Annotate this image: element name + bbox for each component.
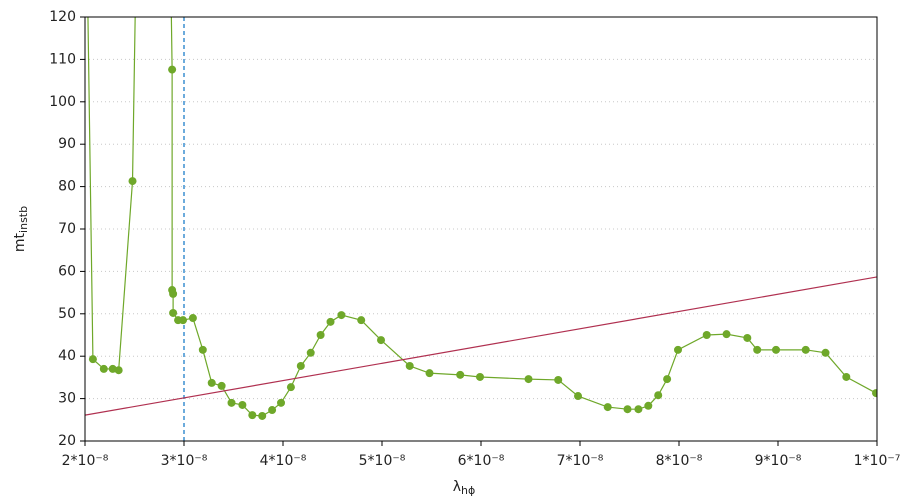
data-point: [238, 400, 247, 409]
data-point: [114, 366, 123, 375]
data-point: [168, 65, 177, 74]
data-point: [663, 375, 672, 384]
data-point: [296, 361, 305, 370]
x-tick-label: 4*10⁻⁸: [260, 453, 307, 469]
x-label-main: λ: [453, 479, 461, 495]
data-point: [743, 333, 752, 342]
data-point: [128, 177, 137, 186]
x-tick-label: 2*10⁻⁸: [62, 453, 109, 469]
y-label-sub: instb: [17, 206, 30, 233]
data-point: [108, 364, 117, 373]
x-axis-label: λhϕ: [453, 479, 476, 497]
data-point: [258, 411, 267, 420]
y-tick-label: 90: [58, 136, 76, 152]
data-point: [821, 348, 830, 357]
x-tick-label: 7*10⁻⁸: [557, 453, 604, 469]
plot-area: [85, 17, 877, 441]
data-point: [623, 405, 632, 414]
data-point: [286, 383, 295, 392]
x-tick-label: 3*10⁻⁸: [161, 453, 208, 469]
data-point: [198, 345, 207, 354]
data-point: [425, 369, 434, 378]
y-tick-label: 20: [58, 433, 76, 449]
series-line: [85, 276, 877, 416]
x-label-sub: hϕ: [461, 484, 475, 497]
data-point: [277, 398, 286, 407]
data-point: [99, 364, 108, 373]
x-tick-label: 5*10⁻⁸: [359, 453, 406, 469]
data-point: [674, 345, 683, 354]
data-point: [634, 405, 643, 414]
data-point: [872, 389, 877, 398]
data-point: [772, 345, 781, 354]
y-label-main: mt: [12, 232, 28, 252]
y-axis-label: mtinstb: [12, 206, 30, 252]
data-point: [842, 372, 851, 381]
data-point: [603, 403, 612, 412]
data-point: [476, 372, 485, 381]
data-point: [524, 375, 533, 384]
data-point: [753, 345, 762, 354]
data-point: [357, 316, 366, 325]
data-point: [722, 330, 731, 339]
y-tick-label: 110: [49, 51, 76, 67]
data-point: [326, 317, 335, 326]
x-tick-label: 6*10⁻⁸: [458, 453, 505, 469]
data-point: [554, 375, 563, 384]
x-tick-label: 1*10⁻⁷: [854, 453, 901, 469]
y-tick-label: 50: [58, 306, 76, 322]
data-point: [316, 331, 325, 339]
y-tick-label: 60: [58, 263, 76, 279]
data-point: [644, 401, 653, 410]
data-point: [88, 355, 97, 364]
data-point: [188, 314, 197, 323]
data-point: [801, 345, 810, 354]
y-tick-label: 70: [58, 221, 76, 237]
y-tick-label: 120: [49, 9, 76, 25]
data-point: [268, 406, 277, 415]
y-tick-label: 80: [58, 179, 76, 195]
data-point: [654, 391, 663, 400]
data-point: [337, 311, 346, 320]
x-tick-label: 8*10⁻⁸: [656, 453, 703, 469]
data-point: [702, 331, 711, 339]
y-tick-label: 30: [58, 391, 76, 407]
y-tick-label: 40: [58, 348, 76, 364]
data-point: [169, 308, 178, 317]
data-point: [248, 411, 257, 420]
data-point: [306, 348, 315, 357]
data-point: [169, 289, 178, 298]
data-point: [574, 392, 583, 401]
y-tick-label: 100: [49, 94, 76, 110]
data-point: [405, 361, 414, 370]
data-point: [179, 316, 188, 325]
axes: 20 30 40 50 60 70 80 90 100 110 120 2*10⁻⁸ 3*10⁻⁸ 4*1…: [49, 9, 900, 469]
data-point: [207, 378, 216, 387]
data-point: [217, 381, 226, 390]
data-point: [377, 336, 386, 345]
data-point: [227, 398, 236, 407]
data-point: [456, 370, 465, 379]
x-tick-label: 9*10⁻⁸: [755, 453, 802, 469]
